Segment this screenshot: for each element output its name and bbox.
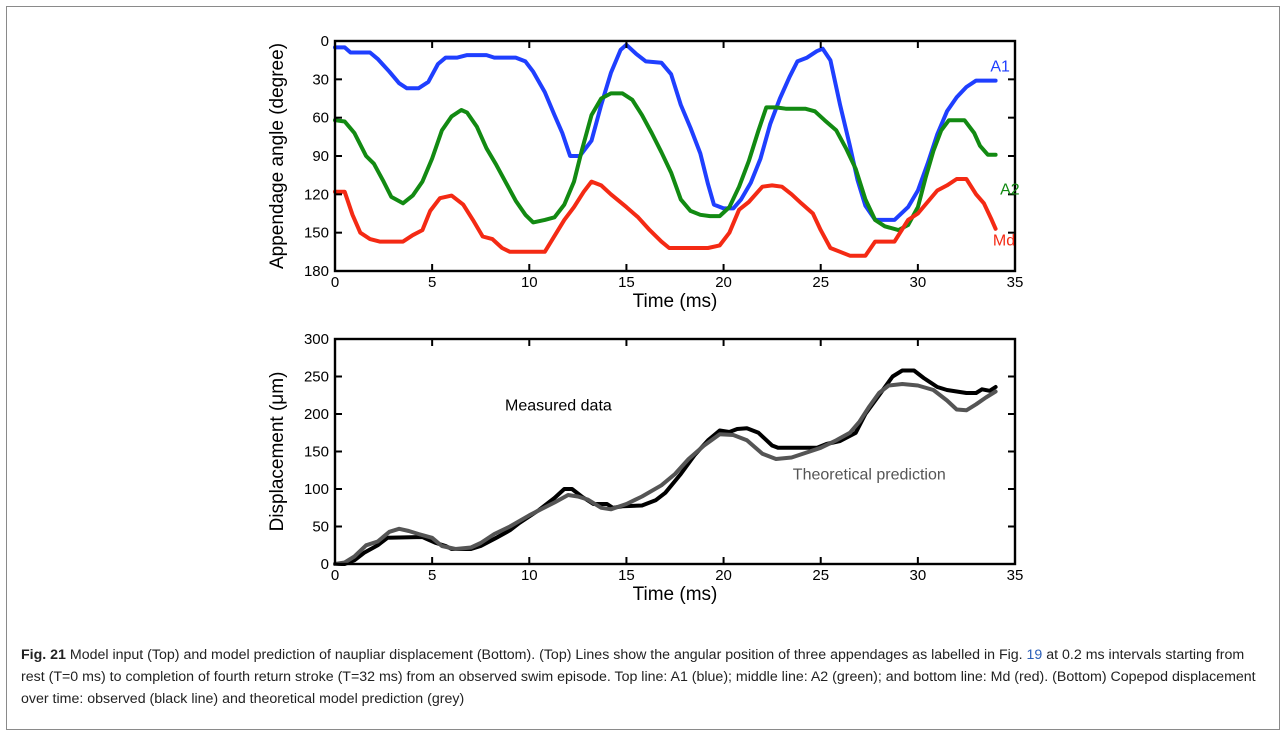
x-tick-label: 25	[812, 567, 829, 584]
x-tick-label: 20	[715, 567, 732, 584]
y-tick-label: 300	[304, 331, 329, 348]
x-tick-label: 15	[618, 274, 635, 291]
x-tick-label: 30	[910, 567, 927, 584]
series-label-a1: A1	[990, 59, 1010, 76]
x-tick-label: 15	[618, 567, 635, 584]
x-tick-label: 10	[521, 274, 538, 291]
series-line-a1	[333, 42, 998, 222]
y-tick-label: 100	[304, 481, 329, 498]
x-tick-label: 35	[1007, 274, 1024, 291]
figure-panel: 0 5 10 15 20 25 30 35 0 30 60 90 120 150 180 Time (ms) A…	[6, 6, 1280, 730]
series-label-measured-data: Measured data	[505, 397, 612, 414]
y-tick-label: 0	[321, 556, 329, 573]
x-axis-title: Time (ms)	[633, 291, 718, 312]
x-tick-label: 5	[428, 274, 436, 291]
series-label-a2: A2	[1000, 181, 1020, 198]
plot-frame-1	[333, 39, 1017, 273]
x-tick-label: 5	[428, 567, 436, 584]
series-line-md	[333, 177, 998, 258]
x-tick-label: 25	[812, 274, 829, 291]
x-tick-label: 0	[331, 567, 339, 584]
y-tick-label: 0	[321, 33, 329, 50]
y-axis-title: Displacement (μm)	[267, 372, 288, 532]
y-tick-label: 180	[304, 263, 329, 280]
caption-text-1: Model input (Top) and model prediction o…	[65, 647, 1027, 663]
x-tick-label: 10	[521, 567, 538, 584]
series-label-md: Md	[993, 232, 1015, 249]
y-axis-title: Appendage angle (degree)	[267, 43, 288, 269]
x-tick-label: 20	[715, 274, 732, 291]
y-tick-label: 90	[312, 148, 329, 165]
figure-label: Fig. 21	[21, 647, 66, 663]
series-label-theoretical-prediction: Theoretical prediction	[793, 466, 946, 483]
x-tick-label: 0	[331, 274, 339, 291]
y-tick-label: 120	[304, 186, 329, 203]
y-tick-label: 150	[304, 444, 329, 461]
figure-caption: Fig. 21 Model input (Top) and model pred…	[21, 644, 1267, 710]
x-tick-label: 35	[1007, 567, 1024, 584]
series-line-theoretical-prediction	[333, 382, 998, 566]
y-tick-label: 250	[304, 369, 329, 386]
series-line-a2	[333, 91, 998, 233]
y-tick-label: 30	[312, 71, 329, 88]
y-tick-label: 50	[312, 519, 329, 536]
x-tick-label: 30	[910, 274, 927, 291]
caption-text-2: at 0.2 ms intervals starting from rest (…	[21, 647, 1256, 707]
x-axis-title: Time (ms)	[633, 584, 718, 605]
y-tick-label: 60	[312, 110, 329, 127]
figure-reference-link[interactable]: 19	[1026, 647, 1043, 663]
y-tick-label: 200	[304, 406, 329, 423]
y-tick-label: 150	[304, 225, 329, 242]
plot-frame-2	[333, 337, 1017, 566]
